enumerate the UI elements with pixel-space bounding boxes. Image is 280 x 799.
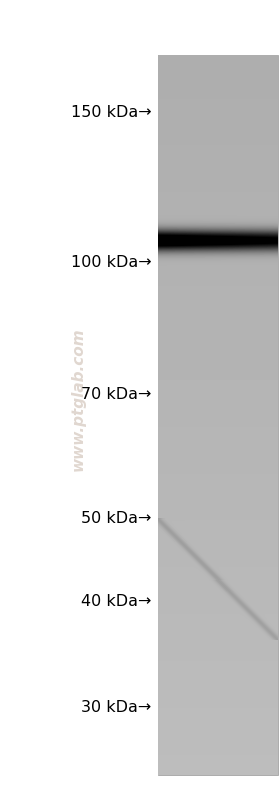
Text: 30 kDa→: 30 kDa→ [81, 700, 151, 715]
Text: 40 kDa→: 40 kDa→ [81, 594, 151, 609]
Text: www.ptglab.com: www.ptglab.com [71, 328, 86, 471]
Text: 100 kDa→: 100 kDa→ [71, 255, 151, 269]
Text: 50 kDa→: 50 kDa→ [81, 511, 151, 526]
Text: 70 kDa→: 70 kDa→ [81, 387, 151, 402]
Text: 150 kDa→: 150 kDa→ [71, 105, 151, 120]
